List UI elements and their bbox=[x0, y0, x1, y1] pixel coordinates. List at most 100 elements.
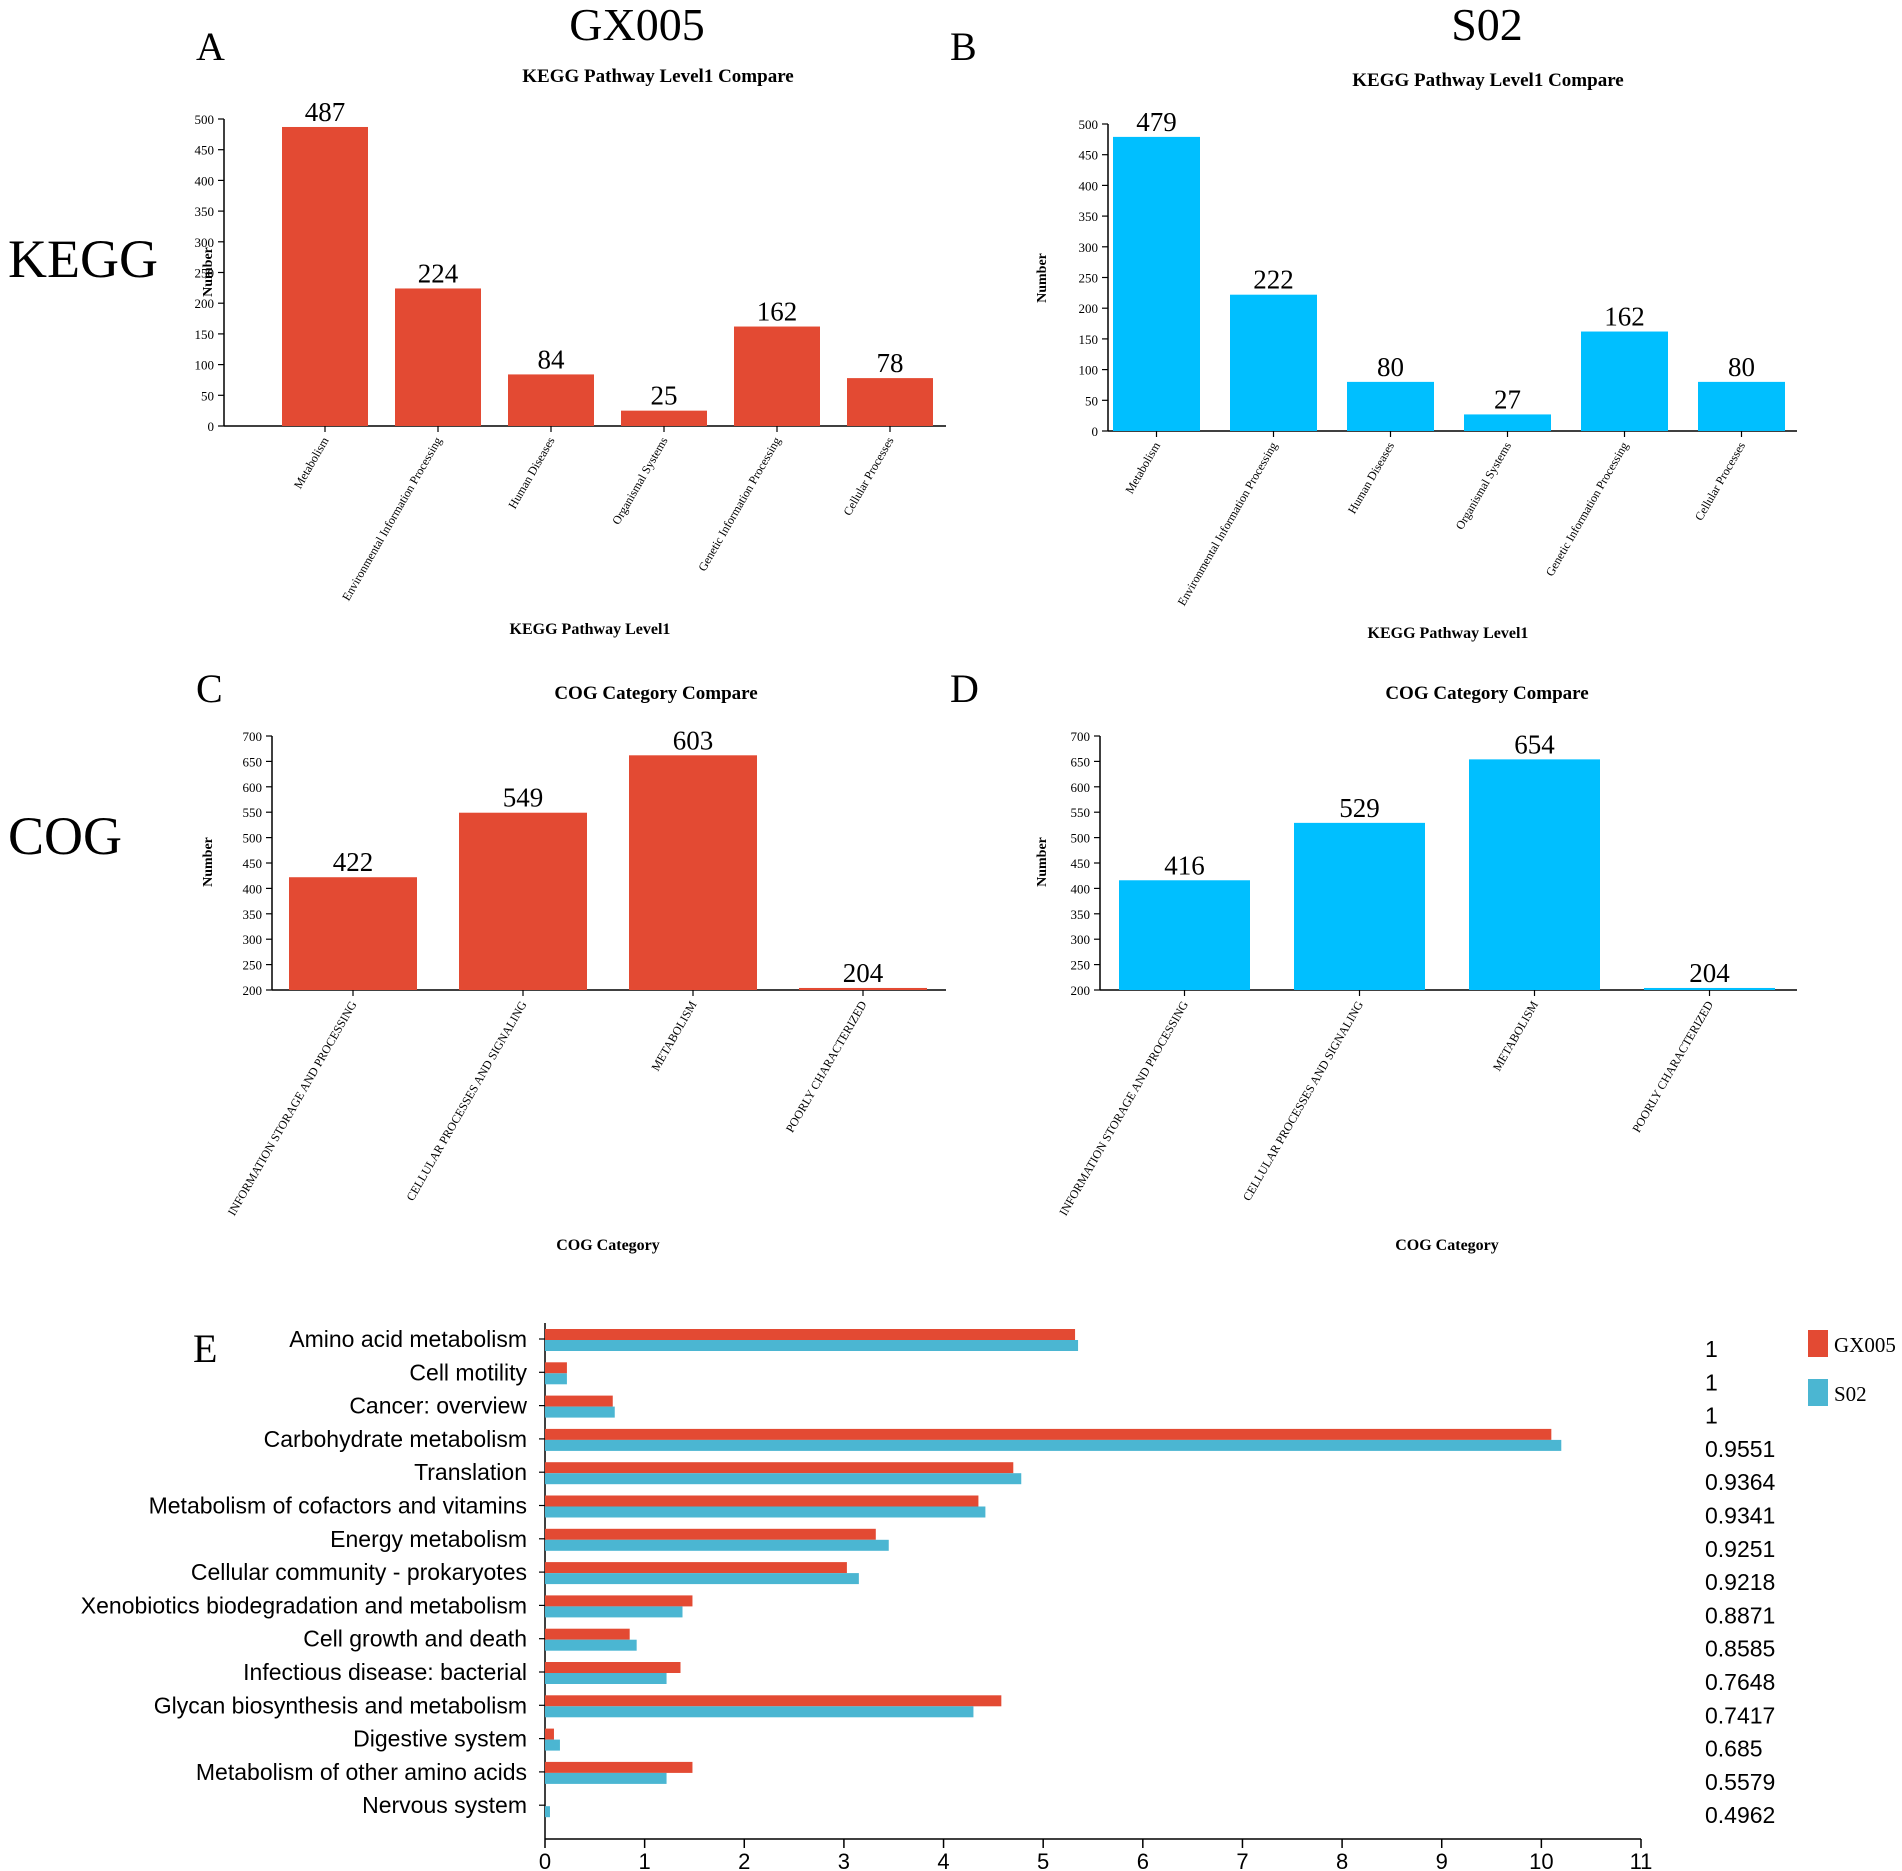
panel-e-letter: E bbox=[193, 1326, 217, 1371]
panel-d-bar-information-storage-and-processing bbox=[1119, 880, 1250, 990]
panel-b-value-label: 222 bbox=[1253, 265, 1294, 295]
panel-a-value-label: 78 bbox=[877, 348, 904, 378]
panel-b-xtick-label-environmental-information-processing: Environmental Information Processing bbox=[1175, 440, 1280, 609]
panel-a-ytick-label: 450 bbox=[195, 143, 215, 158]
panel-e-right-value: 0.5579 bbox=[1705, 1769, 1775, 1795]
panel-b-ytick-label: 200 bbox=[1079, 301, 1099, 316]
panel-e-bar-gx005-xenobiotics-biodegradation-and-metabolism bbox=[545, 1595, 693, 1607]
panel-d-xtick-label-cellular-processes-and-signaling: CELLULAR PROCESSES AND SIGNALING bbox=[1240, 998, 1366, 1203]
panel-e-right-value: 0.9218 bbox=[1705, 1569, 1775, 1595]
panel-e-right-value: 0.9551 bbox=[1705, 1436, 1775, 1462]
panel-e-right-value: 0.4962 bbox=[1705, 1802, 1775, 1828]
panel-c-xlabel: COG Category bbox=[556, 1237, 660, 1254]
panel-a-value-label: 25 bbox=[651, 381, 678, 411]
panel-e-right-value: 0.9341 bbox=[1705, 1503, 1775, 1529]
panel-a-ytick-label: 200 bbox=[195, 296, 215, 311]
panel-e-bar-gx005-energy-metabolism bbox=[545, 1528, 876, 1540]
panel-a-ylabel: Number bbox=[201, 247, 216, 297]
panel-d-value-label: 654 bbox=[1514, 729, 1555, 759]
panel-e-bar-s02-xenobiotics-biodegradation-and-metabolism bbox=[545, 1606, 683, 1618]
panel-a-ytick-label: 100 bbox=[195, 358, 215, 373]
panel-d-value-label: 204 bbox=[1689, 958, 1730, 988]
panel-e-category-xenobiotics-biodegradation-and-metabolism: Xenobiotics biodegradation and metabolis… bbox=[81, 1592, 527, 1618]
panel-e-bar-gx005-amino-acid-metabolism bbox=[545, 1329, 1076, 1340]
panel-a-value-label: 487 bbox=[305, 97, 346, 127]
panel-e-category-carbohydrate-metabolism: Carbohydrate metabolism bbox=[264, 1426, 527, 1452]
panel-a-ytick-label: 500 bbox=[195, 112, 215, 127]
panel-a-value-label: 224 bbox=[418, 258, 459, 288]
panel-c-value-label: 204 bbox=[843, 958, 884, 988]
panel-a-bar-metabolism bbox=[282, 126, 368, 427]
panel-e-xtick-label: 8 bbox=[1336, 1849, 1348, 1871]
panel-e-bar-gx005-translation bbox=[545, 1462, 1014, 1474]
panel-b-bar-cellular-processes bbox=[1698, 381, 1785, 431]
panel-c-ytick-label: 400 bbox=[243, 881, 263, 896]
panel-e-bar-s02-metabolism-of-cofactors-and-vitamins bbox=[545, 1506, 986, 1518]
panel-e-bar-s02-cell-motility bbox=[545, 1373, 567, 1385]
panel-a-xtick-label-cellular-processes: Cellular Processes bbox=[840, 434, 896, 518]
panel-e-right-value: 1 bbox=[1705, 1403, 1718, 1429]
panel-d-value-label: 529 bbox=[1339, 793, 1380, 823]
panel-a-ytick-label: 50 bbox=[201, 388, 214, 403]
panel-e-bar-s02-translation bbox=[545, 1473, 1022, 1485]
panel-d-ytick-label: 650 bbox=[1071, 754, 1091, 769]
panel-e-right-value: 0.685 bbox=[1705, 1736, 1763, 1762]
panel-d-bar-poorly-characterized bbox=[1644, 987, 1775, 990]
panel-a-ytick-label: 350 bbox=[195, 204, 215, 219]
panel-b-xtick-label-metabolism: Metabolism bbox=[1122, 439, 1163, 496]
panel-e-right-value: 0.8585 bbox=[1705, 1636, 1775, 1662]
panel-c-bar-poorly-characterized bbox=[799, 987, 927, 990]
panel-e-right-value: 1 bbox=[1705, 1369, 1718, 1395]
panel-d-xtick-label-metabolism: METABOLISM bbox=[1490, 998, 1541, 1073]
panel-b-value-label: 479 bbox=[1136, 107, 1177, 137]
panel-e-xtick-label: 9 bbox=[1436, 1849, 1448, 1871]
panel-e-xtick-label: 6 bbox=[1137, 1849, 1149, 1871]
panel-e-bar-gx005-carbohydrate-metabolism bbox=[545, 1428, 1552, 1440]
panel-e-category-energy-metabolism: Energy metabolism bbox=[330, 1526, 527, 1552]
panel-e-bar-s02-glycan-biosynthesis-and-metabolism bbox=[545, 1706, 974, 1718]
panel-c-xtick-label-information-storage-and-processing: INFORMATION STORAGE AND PROCESSING bbox=[225, 998, 360, 1218]
row-label-kegg: KEGG bbox=[8, 229, 158, 289]
panel-b-ytick-label: 450 bbox=[1079, 148, 1099, 163]
panel-b-value-label: 162 bbox=[1604, 302, 1645, 332]
panel-b-ytick-label: 150 bbox=[1079, 332, 1099, 347]
panel-d-ytick-label: 600 bbox=[1071, 780, 1091, 795]
panel-a-title: KEGG Pathway Level1 Compare bbox=[522, 66, 793, 87]
panel-b-ylabel: Number bbox=[1035, 253, 1050, 303]
panel-c-ytick-label: 650 bbox=[243, 754, 263, 769]
panel-e-category-nervous-system: Nervous system bbox=[362, 1792, 527, 1818]
charts-layer: A KEGG Pathway Level1 Compare Number KEGG P… bbox=[81, 24, 1896, 1871]
panel-d-ytick-label: 250 bbox=[1071, 958, 1091, 973]
panel-e-xtick-label: 7 bbox=[1236, 1849, 1248, 1871]
panel-c-title: COG Category Compare bbox=[554, 683, 757, 704]
panel-e-bar-gx005-cell-growth-and-death bbox=[545, 1628, 630, 1640]
panel-e-category-glycan-biosynthesis-and-metabolism: Glycan biosynthesis and metabolism bbox=[154, 1692, 527, 1718]
panel-e-category-cellular-community-prokaryotes: Cellular community - prokaryotes bbox=[191, 1559, 527, 1585]
panel-e-bar-gx005-cellular-community-prokaryotes bbox=[545, 1562, 847, 1574]
panel-b-bar-organismal-systems bbox=[1464, 414, 1551, 431]
panel-e-category-amino-acid-metabolism: Amino acid metabolism bbox=[289, 1326, 527, 1352]
panel-b-ytick-label: 350 bbox=[1079, 209, 1099, 224]
panel-b-bar-genetic-information-processing bbox=[1581, 331, 1668, 431]
panel-a-xtick-label-genetic-information-processing: Genetic Information Processing bbox=[695, 435, 783, 574]
panel-b-ytick-label: 0 bbox=[1092, 424, 1099, 439]
panel-e-bar-s02-energy-metabolism bbox=[545, 1539, 889, 1551]
panel-e-bar-s02-amino-acid-metabolism bbox=[545, 1340, 1079, 1351]
panel-e-bar-gx005-metabolism-of-other-amino-acids bbox=[545, 1761, 693, 1773]
panel-b-ytick-label: 50 bbox=[1085, 393, 1098, 408]
panel-a-ytick-label: 0 bbox=[208, 419, 215, 434]
panel-c-xtick-label-poorly-characterized: POORLY CHARACTERIZED bbox=[783, 998, 870, 1135]
panel-b-ytick-label: 250 bbox=[1079, 271, 1099, 286]
panel-b-xlabel: KEGG Pathway Level1 bbox=[1368, 625, 1529, 642]
panel-b-letter: B bbox=[950, 24, 977, 69]
panel-e-bar-gx005-glycan-biosynthesis-and-metabolism bbox=[545, 1695, 1002, 1707]
panel-b-ytick-label: 300 bbox=[1079, 240, 1099, 255]
panel-c-ytick-label: 550 bbox=[243, 805, 263, 820]
panel-e-bar-s02-nervous-system bbox=[545, 1806, 550, 1818]
panel-b-value-label: 80 bbox=[1377, 352, 1404, 382]
panel-d-ytick-label: 200 bbox=[1071, 983, 1091, 998]
panel-d-ytick-label: 450 bbox=[1071, 856, 1091, 871]
panel-c-ytick-label: 250 bbox=[243, 958, 263, 973]
panel-e-bar-gx005-infectious-disease-bacterial bbox=[545, 1662, 681, 1673]
